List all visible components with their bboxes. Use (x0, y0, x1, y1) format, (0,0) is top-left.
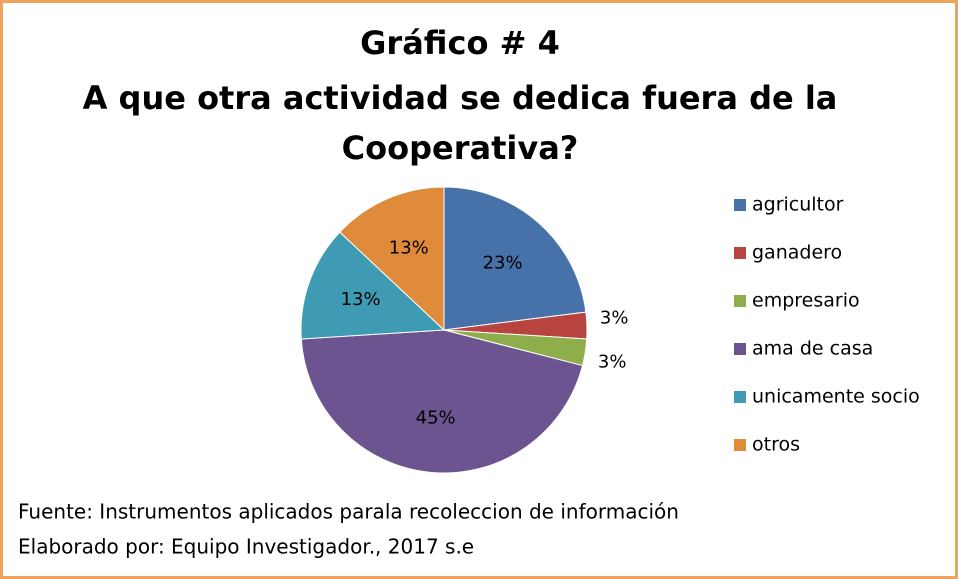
legend-swatch (734, 343, 746, 355)
data-label: 3% (598, 351, 627, 372)
legend-swatch (734, 199, 746, 211)
pie-slice (300, 231, 446, 340)
source-note: Fuente: Instrumentos aplicados parala re… (18, 500, 679, 524)
legend-label: empresario (752, 290, 860, 312)
legend-swatch (734, 391, 746, 403)
data-label: 13% (389, 238, 429, 259)
data-label: 23% (483, 252, 523, 273)
legend-swatch (734, 295, 746, 307)
legend-label: unicamente socio (752, 386, 920, 408)
legend-swatch (734, 247, 746, 259)
pie-slice (339, 186, 445, 332)
legend-label: otros (752, 434, 800, 456)
legend-label: ama de casa (752, 338, 873, 360)
data-label: 45% (416, 407, 456, 428)
pie-slice (443, 186, 587, 331)
pie-slice (300, 329, 584, 474)
legend-label: agricultor (752, 194, 844, 216)
source-note: Elaborado por: Equipo Investigador., 201… (18, 535, 474, 559)
data-label: 3% (600, 308, 629, 329)
chart-title: Gráfico # 4 (360, 24, 560, 62)
legend-swatch (734, 439, 746, 451)
chart-title: A que otra actividad se dedica fuera de … (83, 79, 838, 117)
legend-label: ganadero (752, 242, 842, 264)
data-label: 13% (341, 289, 381, 310)
chart-title: Cooperativa? (342, 129, 579, 167)
